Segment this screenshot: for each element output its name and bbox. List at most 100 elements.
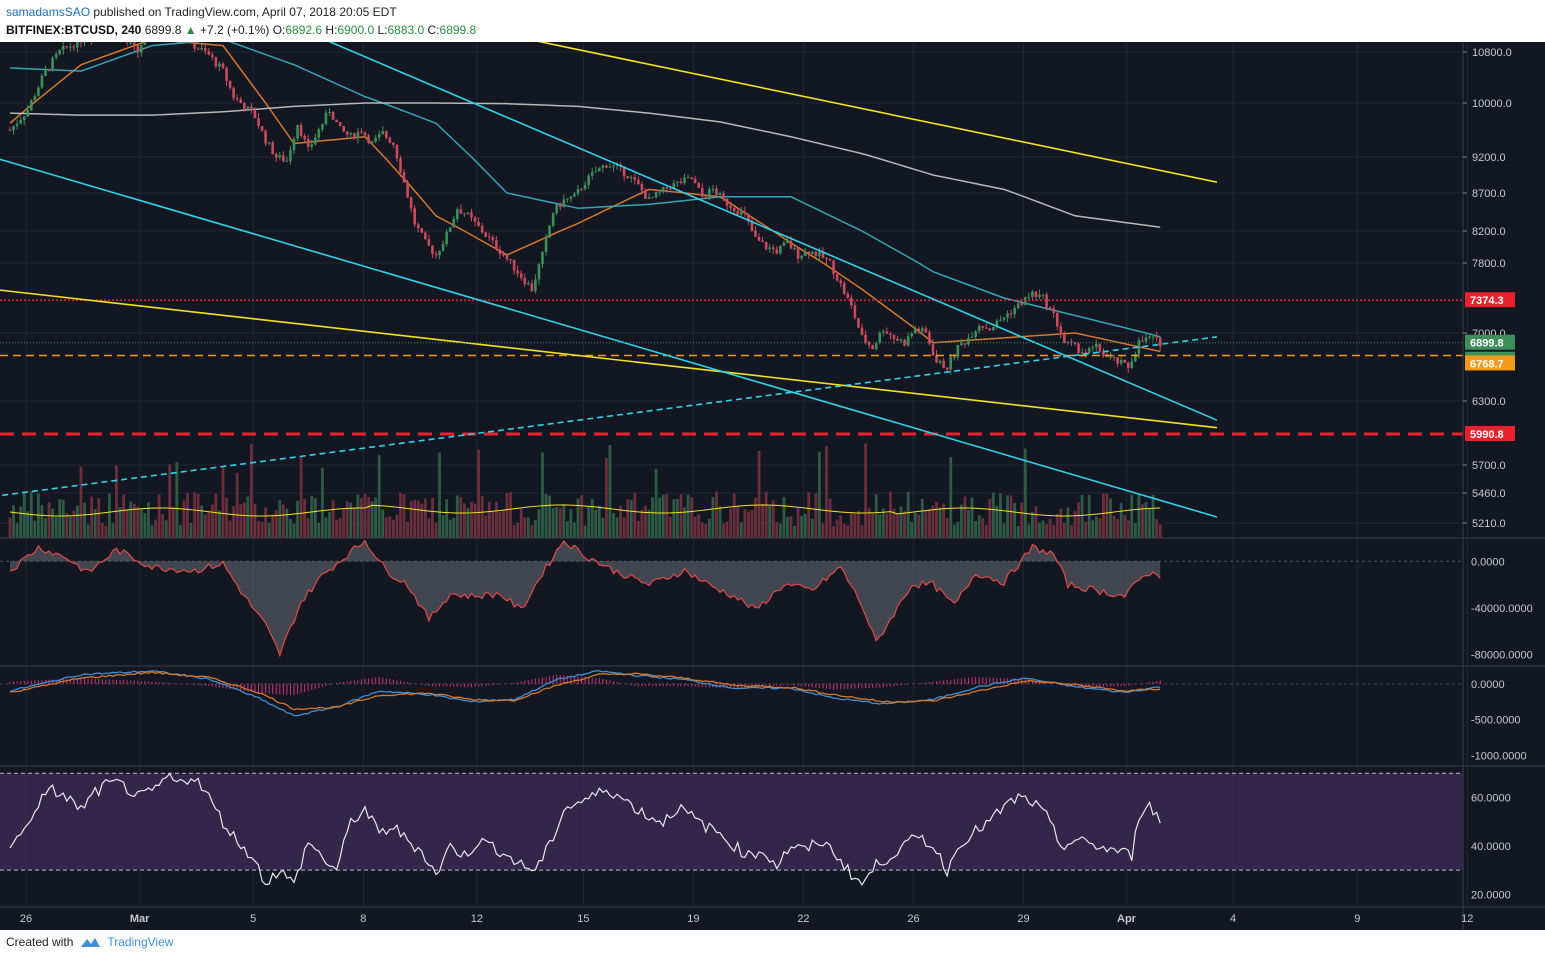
volume-bar xyxy=(487,501,491,538)
volume-bar xyxy=(100,522,104,538)
candle-body xyxy=(413,208,416,225)
candle-body xyxy=(470,212,473,218)
volume-bar xyxy=(498,511,502,538)
candle-body xyxy=(285,160,289,162)
volume-bar xyxy=(818,451,821,538)
candle-body xyxy=(523,277,527,285)
moving-average-line xyxy=(9,102,1161,228)
volume-bar xyxy=(377,455,381,538)
volume-bar xyxy=(239,504,243,538)
volume-bar xyxy=(963,496,967,538)
candle-body xyxy=(360,131,363,133)
candle-body xyxy=(679,181,683,184)
volume-bar xyxy=(271,514,275,538)
trading-chart[interactable]: 10800.010000.09200.08700.08200.07800.070… xyxy=(0,42,1545,930)
volume-bar xyxy=(416,500,420,538)
candle-body xyxy=(331,111,335,120)
volume-bar xyxy=(61,499,65,538)
price-axis[interactable]: 10800.010000.09200.08700.08200.07800.070… xyxy=(1463,47,1533,901)
candle-body xyxy=(654,192,658,198)
time-axis[interactable]: 26Mar58121519222629Apr491216 xyxy=(20,913,1545,925)
volume-bar xyxy=(761,503,764,538)
candle-body xyxy=(913,328,917,334)
volume-bar xyxy=(711,496,715,538)
candle-body xyxy=(676,181,679,183)
candle-body xyxy=(874,343,878,350)
candlesticks[interactable] xyxy=(8,42,1162,375)
candle-body xyxy=(658,191,661,193)
volume-bar xyxy=(683,507,686,538)
volume-bar xyxy=(68,516,72,538)
volume-bar xyxy=(988,498,992,538)
volume-bar xyxy=(459,497,463,538)
candle-body xyxy=(1034,291,1038,298)
candle-body xyxy=(509,259,512,261)
volume-bar xyxy=(168,464,172,538)
ohlc-low-value: 6883.0 xyxy=(387,23,425,37)
volume-bar xyxy=(605,458,608,538)
price-label-text: 5990.8 xyxy=(1470,429,1504,441)
tradingview-brand[interactable]: TradingView xyxy=(107,935,174,949)
trendline[interactable] xyxy=(0,289,1218,429)
candle-body xyxy=(253,110,257,119)
volume-bar xyxy=(221,467,225,538)
volume-bar xyxy=(523,517,527,538)
ohlc-high-label: H: xyxy=(325,23,338,37)
candle-body xyxy=(548,225,551,238)
volume-bar xyxy=(864,443,867,538)
volume-bar xyxy=(200,505,204,538)
candle-body xyxy=(551,213,555,226)
candle-body xyxy=(193,42,196,49)
candle-body xyxy=(590,172,594,176)
trendline[interactable] xyxy=(294,42,1218,421)
volume-bar xyxy=(33,520,37,538)
volume-bar xyxy=(622,517,626,538)
drawn-trendlines[interactable] xyxy=(0,42,1463,518)
candle-body xyxy=(328,111,331,113)
candle-body xyxy=(15,123,19,126)
trendline[interactable] xyxy=(0,157,1218,518)
candle-body xyxy=(463,213,466,215)
candle-body xyxy=(640,183,644,191)
candle-body xyxy=(1066,341,1070,343)
time-tick-label: 9 xyxy=(1354,913,1360,925)
volume-bar xyxy=(704,523,708,538)
candle-body xyxy=(395,144,399,159)
candle-body xyxy=(58,49,61,55)
volume-bar xyxy=(597,505,601,538)
volume-bar xyxy=(665,494,669,538)
candle-body xyxy=(342,126,345,132)
candle-body xyxy=(601,165,605,168)
candle-body xyxy=(850,297,853,306)
candle-body xyxy=(420,228,424,233)
candle-body xyxy=(1055,313,1059,327)
volume-bar xyxy=(1158,524,1162,538)
volume-bar xyxy=(420,503,424,538)
price-tick-label: 7800.0 xyxy=(1472,258,1506,270)
author-link[interactable]: samadamsSAO xyxy=(6,5,91,19)
volume-bar xyxy=(317,522,321,538)
candle-body xyxy=(317,129,321,138)
volume-bar xyxy=(984,524,988,538)
volume-bar xyxy=(1151,494,1155,538)
volume-bar xyxy=(175,462,179,538)
price-tick-label: 5210.0 xyxy=(1472,518,1506,530)
volume-bar xyxy=(129,501,133,538)
trendline[interactable] xyxy=(436,42,1218,183)
candle-body xyxy=(1016,303,1020,309)
time-tick-label: 22 xyxy=(797,913,809,925)
oscillator-2-panel[interactable] xyxy=(0,670,1463,717)
oscillator-1-panel[interactable] xyxy=(0,539,1463,658)
rsi-line xyxy=(9,772,1161,887)
volume-bar xyxy=(491,511,495,538)
candle-body xyxy=(299,124,303,136)
volume-bar xyxy=(349,502,353,538)
candle-body xyxy=(211,54,214,58)
trendline[interactable] xyxy=(0,336,1218,497)
volume-bar xyxy=(615,517,619,538)
candle-body xyxy=(516,270,519,274)
candle-body xyxy=(1137,340,1141,355)
rsi-panel[interactable] xyxy=(0,772,1463,887)
volume-bar xyxy=(828,498,832,538)
candle-body xyxy=(235,98,239,100)
